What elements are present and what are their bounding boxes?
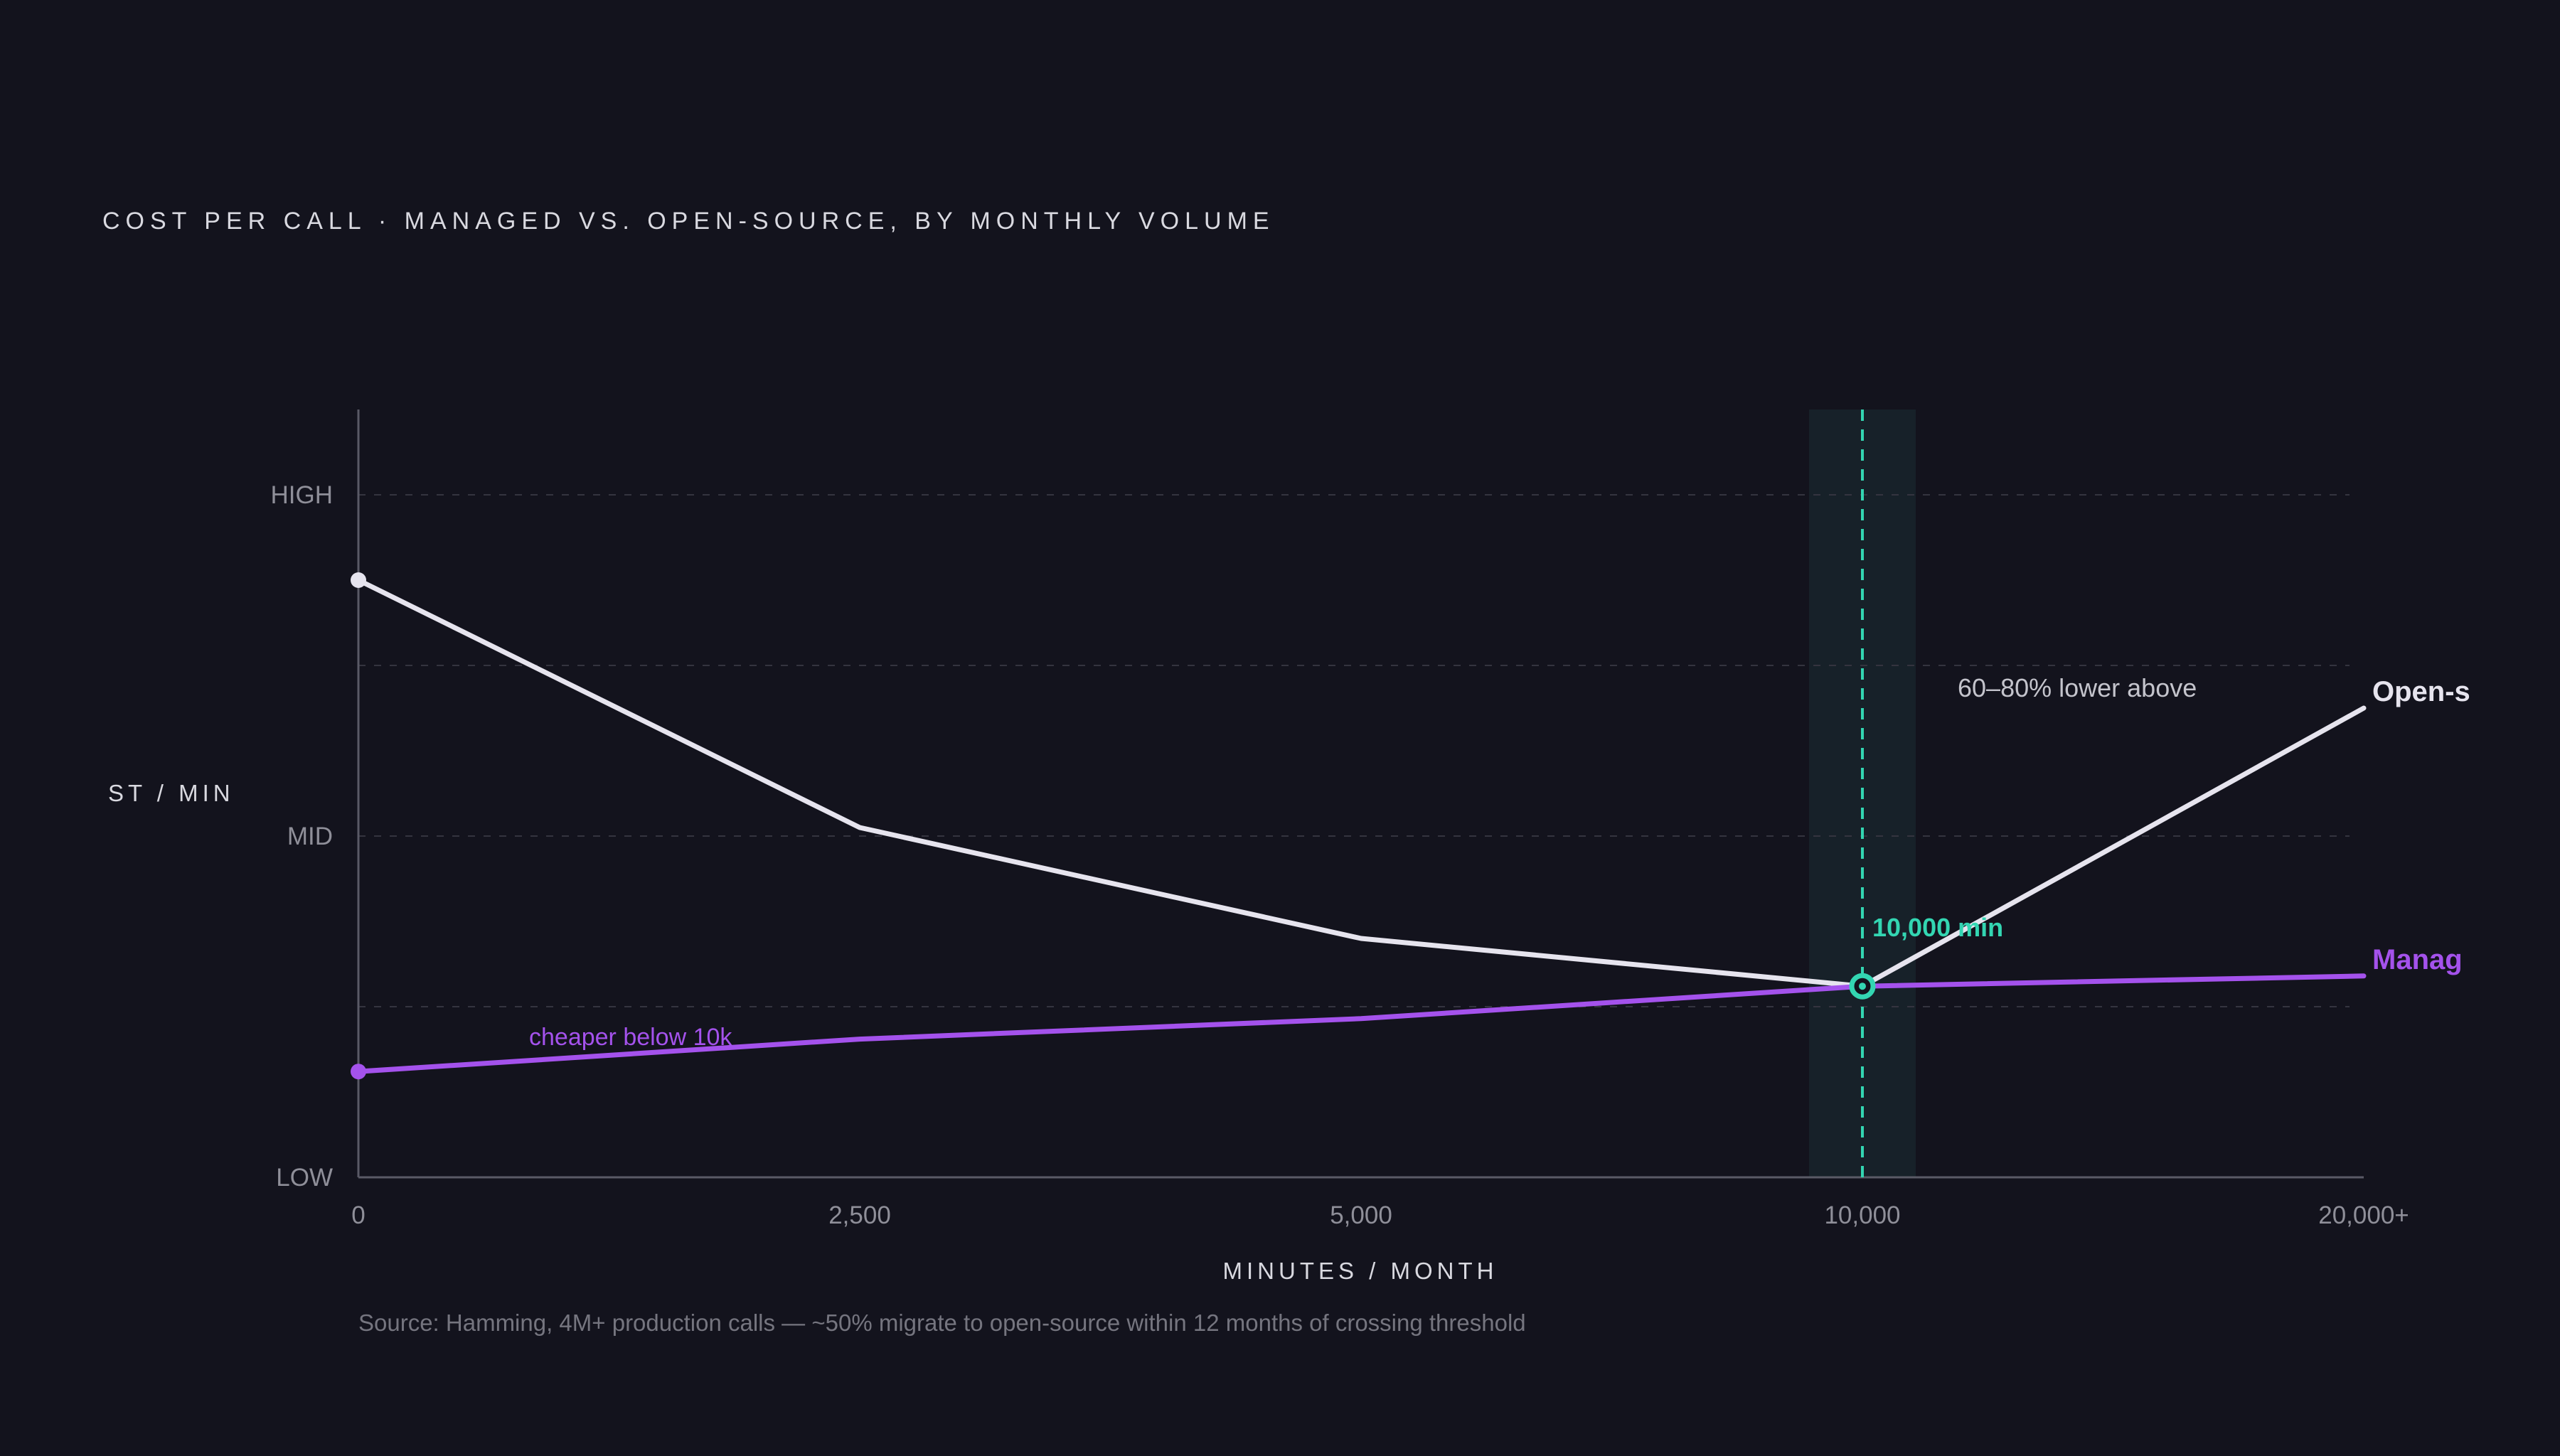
y-tick-label: LOW [276, 1164, 333, 1192]
source-note: Source: Hamming, 4M+ production calls — … [358, 1310, 1526, 1336]
y-tick-label: MID [287, 823, 333, 850]
open-source-annotation: 60–80% lower above [1958, 673, 2197, 702]
series-label-managed: Manag [2372, 944, 2463, 975]
series-line-managed [356, 973, 2367, 1074]
threshold-marker-dot [1859, 983, 1866, 990]
x-tick-label: 20,000+ [2318, 1201, 2409, 1229]
series-line-open-source [356, 577, 2367, 989]
threshold-label: 10,000 min [1872, 913, 2003, 942]
series-label-open-source: Open-s [2372, 676, 2470, 707]
series-point-open-source [351, 572, 366, 588]
x-axis-label: MINUTES / MONTH [1223, 1258, 1498, 1284]
x-tick-label: 2,500 [828, 1201, 891, 1229]
series-point-managed [351, 1064, 366, 1080]
y-axis-label: ST / MIN [108, 780, 235, 806]
x-tick-label: 5,000 [1330, 1201, 1392, 1229]
x-tick-label: 10,000 [1824, 1201, 1900, 1229]
y-tick-label: HIGH [271, 481, 334, 509]
x-tick-label: 0 [351, 1201, 365, 1229]
managed-annotation: cheaper below 10k [529, 1024, 732, 1051]
chart-title: COST PER CALL · MANAGED VS. OPEN-SOURCE,… [102, 208, 1275, 235]
